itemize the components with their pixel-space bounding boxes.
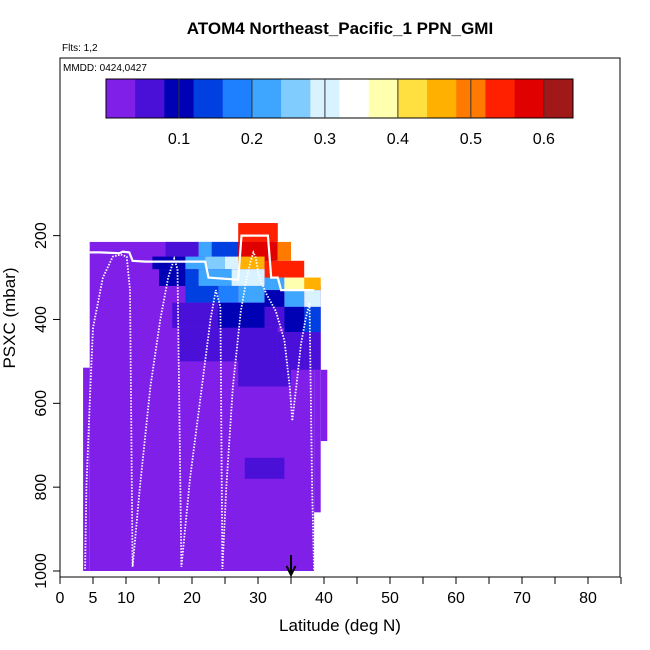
- date-note: MMDD: 0424,0427: [63, 63, 147, 74]
- colorbar-segment: [397, 79, 428, 118]
- y-axis-tick-label: 1000: [33, 553, 50, 589]
- colorbar-frame: [105, 78, 574, 119]
- colorbar-tick-label: 0.2: [241, 131, 263, 148]
- colorbar-segment: [135, 79, 165, 118]
- x-axis-tick-label: 0: [56, 590, 65, 607]
- heatmap-cell: [198, 361, 239, 387]
- colorbar-segment: [543, 79, 574, 118]
- flight-track-1: [84, 249, 294, 569]
- y-axis-tick-label: 400: [33, 306, 50, 333]
- heatmap-cell: [185, 285, 219, 303]
- heatmap-cell: [231, 269, 265, 286]
- x-axis-label: Latitude (deg N): [279, 616, 401, 635]
- heatmap-cell: [304, 290, 321, 307]
- x-axis-tick-label: 30: [249, 590, 267, 607]
- colorbar-tick-label: 0.4: [387, 131, 409, 148]
- x-axis-tick-label: 70: [513, 590, 531, 607]
- flight-tracks: [84, 234, 315, 572]
- heatmap-cell: [185, 269, 199, 286]
- x-axis-tick-label: 80: [579, 590, 597, 607]
- heatmap-cell: [225, 256, 239, 270]
- x-axis-tick-label: 60: [447, 590, 465, 607]
- heatmap-cell: [304, 332, 321, 370]
- heatmap-cell: [225, 327, 278, 362]
- heatmap-cell: [218, 285, 239, 303]
- colorbar-segment: [514, 79, 545, 118]
- colorbar-tick-label: 0.3: [314, 131, 336, 148]
- heatmap-cell: [277, 241, 291, 261]
- heatmap-column: [320, 369, 328, 442]
- heatmap-cell: [159, 269, 186, 286]
- heatmap-cell: [172, 302, 219, 328]
- colorbar-segment: [281, 79, 311, 118]
- y-axis-tick-label: 200: [33, 222, 50, 249]
- heatmap-cell: [211, 241, 239, 257]
- heatmap-cell: [264, 306, 285, 328]
- colorbar-tick-label: 0.1: [168, 131, 190, 148]
- x-axis-tick-label: 50: [381, 590, 399, 607]
- heatmap-cell: [165, 241, 199, 257]
- heatmap-cell: [198, 241, 212, 257]
- median-profile-line: [89, 234, 315, 292]
- colorbar-segment: [485, 79, 516, 118]
- chart-title: ATOM4 Northeast_Pacific_1 PPN_GMI: [187, 19, 493, 38]
- heatmap-cell: [284, 277, 305, 291]
- heatmap-cell: [238, 361, 291, 387]
- y-axis-label: PSXC (mbar): [0, 267, 19, 368]
- heatmap-cell: [238, 285, 265, 303]
- heatmap-cell: [185, 256, 206, 270]
- heatmap-cell: [244, 457, 285, 479]
- x-axis: 0 5 10 20 30 40 50 60 70 80: [56, 577, 622, 607]
- heatmap-cell: [218, 302, 265, 328]
- colorbar-segment: [339, 79, 370, 118]
- x-axis-tick-label: 10: [117, 590, 135, 607]
- colorbar-tick-label: 0.5: [460, 131, 482, 148]
- plot-frame: [59, 57, 621, 578]
- latitude-marker-arrow: [285, 555, 297, 578]
- y-axis-tick-label: 800: [33, 474, 50, 501]
- colorbar-tick-label: 0.6: [533, 131, 555, 148]
- heatmap-cell: [284, 306, 305, 333]
- y-axis-tick-label: 600: [33, 390, 50, 417]
- heatmap-cell: [205, 256, 225, 270]
- heatmap-cell: [178, 327, 225, 362]
- heatmap-cell: [304, 277, 321, 291]
- colorbar: 0.1 0.2 0.3 0.4 0.5 0.6: [105, 78, 574, 148]
- heatmap-cell: [231, 420, 285, 458]
- heatmap-cell: [264, 290, 285, 307]
- colorbar-segment: [368, 79, 399, 118]
- heatmap-cells: [83, 223, 328, 572]
- heatmap-cell: [264, 260, 305, 278]
- flight-track-2: [291, 302, 315, 572]
- heatmap-cell: [284, 290, 305, 307]
- x-axis-tick-label: 40: [315, 590, 333, 607]
- heatmap-cell: [238, 223, 278, 242]
- x-axis-tick-label: 20: [183, 590, 201, 607]
- heatmap-cell: [152, 256, 186, 270]
- colorbar-segment: [251, 79, 282, 118]
- colorbar-segment: [427, 79, 457, 118]
- colorbar-segment: [106, 79, 136, 118]
- colorbar-segment: [193, 79, 224, 118]
- flights-note: Flts: 1,2: [62, 43, 98, 54]
- marker-head: [285, 565, 297, 578]
- heatmap-column: [314, 285, 321, 513]
- heatmap-cell: [304, 306, 321, 333]
- x-axis-tick-label: 5: [89, 590, 98, 607]
- y-axis: 200 400 600 800 1000: [33, 222, 60, 589]
- colorbar-segment: [222, 79, 253, 118]
